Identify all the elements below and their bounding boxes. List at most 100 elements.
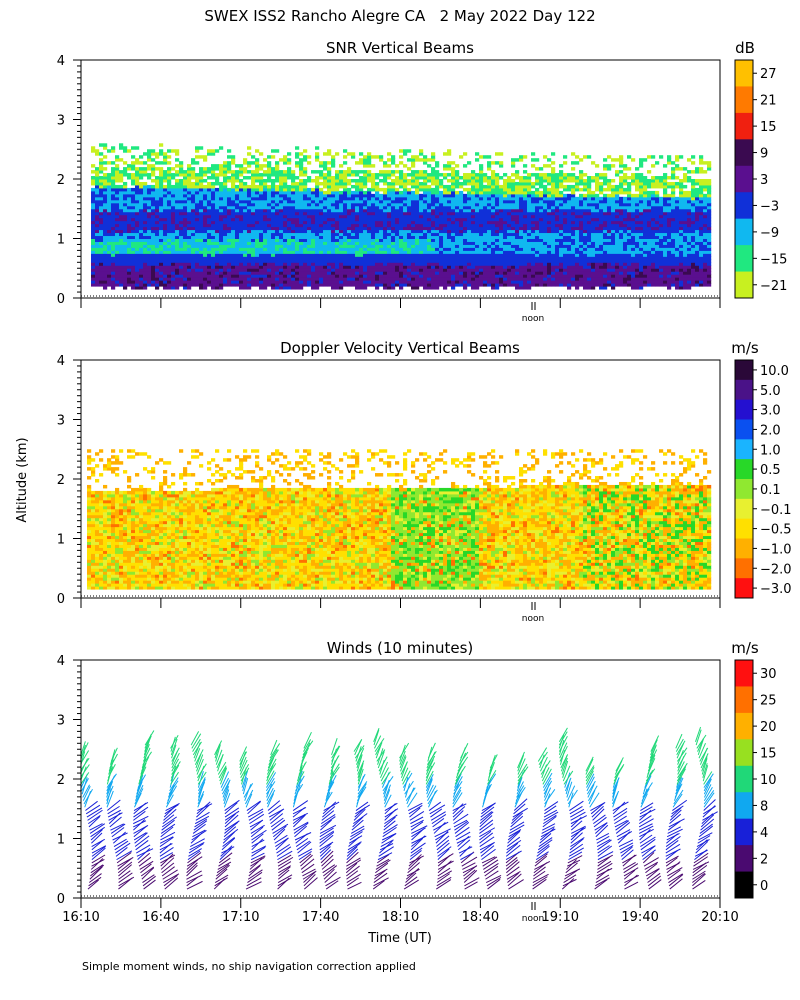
snr-cell xyxy=(479,217,484,222)
snr-cell xyxy=(211,167,216,171)
snr-cell xyxy=(555,241,560,245)
snr-cell xyxy=(559,238,564,242)
snr-cell xyxy=(523,277,528,281)
snr-cell xyxy=(471,176,476,180)
snr-cell xyxy=(191,283,196,287)
snr-cell xyxy=(147,190,152,195)
snr-cell xyxy=(311,211,316,216)
snr-cell xyxy=(459,259,464,263)
snr-cell xyxy=(291,214,296,219)
snr-cell xyxy=(443,274,448,278)
snr-cell xyxy=(411,235,416,239)
snr-cell xyxy=(287,286,292,290)
snr-cell xyxy=(343,268,348,272)
snr-cell xyxy=(215,173,220,177)
snr-cell xyxy=(351,274,356,278)
snr-cell xyxy=(215,223,220,228)
snr-cell xyxy=(419,232,424,237)
snr-cell xyxy=(579,256,584,260)
snr-cell xyxy=(275,226,280,231)
snr-cell xyxy=(351,170,356,174)
snr-cell xyxy=(187,187,192,192)
snr-cell xyxy=(439,184,444,189)
snr-cell xyxy=(311,256,316,260)
snr-cell xyxy=(159,265,164,269)
snr-cell xyxy=(407,167,412,171)
snr-cell xyxy=(131,232,136,237)
snr-cell xyxy=(279,247,284,251)
snr-cell xyxy=(207,226,212,231)
snr-cell xyxy=(223,199,228,204)
snr-cell xyxy=(535,208,540,213)
snr-cell xyxy=(439,241,444,245)
snr-cell xyxy=(431,274,436,278)
snr-cell xyxy=(167,235,172,239)
snr-cell xyxy=(567,268,572,272)
snr-cell xyxy=(451,193,456,198)
snr-cell xyxy=(371,232,376,237)
snr-cell xyxy=(455,271,460,275)
snr-cell xyxy=(547,199,552,204)
snr-cell xyxy=(511,268,516,272)
snr-cell xyxy=(323,205,328,210)
snr-cell xyxy=(379,223,384,228)
snr-cell xyxy=(451,226,456,231)
snr-cell xyxy=(443,235,448,239)
snr-cell xyxy=(167,211,172,216)
snr-cell xyxy=(551,256,556,260)
snr-cell xyxy=(395,187,400,192)
snr-cell xyxy=(119,241,124,245)
snr-cell xyxy=(243,208,248,213)
snr-cell xyxy=(295,277,300,281)
snr-cell xyxy=(447,247,452,251)
snr-cell xyxy=(535,205,540,210)
snr-cell xyxy=(547,250,552,254)
snr-cell xyxy=(187,265,192,269)
snr-cell xyxy=(139,199,144,204)
snr-cell xyxy=(167,268,172,272)
snr-cell xyxy=(107,274,112,278)
snr-cell xyxy=(547,176,552,180)
snr-cell xyxy=(155,241,160,245)
snr-cell xyxy=(519,265,524,269)
snr-cell xyxy=(463,220,468,225)
snr-cell xyxy=(267,196,272,201)
snr-cell xyxy=(471,190,476,195)
snr-cell xyxy=(167,253,172,257)
snr-cell xyxy=(347,214,352,219)
snr-cell xyxy=(515,274,520,278)
snr-cell xyxy=(431,187,436,192)
snr-cell xyxy=(355,274,360,278)
snr-cell xyxy=(491,173,496,177)
snr-cell xyxy=(463,152,468,156)
snr-cell xyxy=(411,226,416,231)
snr-cell xyxy=(367,229,372,234)
snr-cell xyxy=(567,217,572,222)
snr-cell xyxy=(451,220,456,225)
snr-cell xyxy=(411,274,416,278)
snr-cell xyxy=(459,283,464,287)
snr-cell xyxy=(447,226,452,231)
snr-cell xyxy=(299,274,304,278)
snr-cell xyxy=(139,232,144,237)
snr-cell xyxy=(283,283,288,287)
snr-cell xyxy=(411,155,416,159)
snr-cell xyxy=(147,244,152,248)
snr-cell xyxy=(143,274,148,278)
snr-cell xyxy=(435,170,440,174)
snr-cell xyxy=(371,238,376,242)
snr-cell xyxy=(383,170,388,174)
snr-cell xyxy=(491,179,496,183)
snr-cell xyxy=(503,241,508,245)
snr-cell xyxy=(427,184,432,189)
snr-cell xyxy=(183,286,188,290)
snr-cell xyxy=(231,268,236,272)
snr-cell xyxy=(487,161,492,165)
snr-cell xyxy=(239,280,244,284)
snr-cell xyxy=(427,214,432,219)
snr-cell xyxy=(247,217,252,222)
snr-cell xyxy=(463,283,468,287)
snr-cell xyxy=(235,274,240,278)
snr-cell xyxy=(407,232,412,237)
snr-cell xyxy=(343,170,348,174)
